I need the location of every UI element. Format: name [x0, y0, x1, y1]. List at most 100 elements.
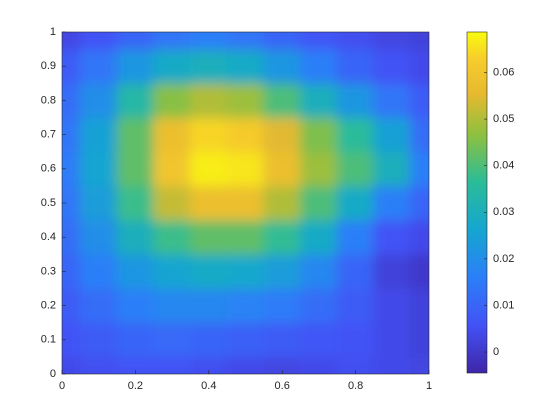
- heat-cell: [116, 117, 155, 153]
- heat-cell: [336, 219, 375, 255]
- heat-cell: [263, 288, 302, 324]
- heat-cell: [116, 32, 155, 50]
- heat-cell: [336, 253, 375, 289]
- heat-cell: [336, 356, 375, 374]
- heat-cell: [116, 48, 155, 84]
- heat-cell: [410, 151, 429, 187]
- x-tick-label: 0.2: [128, 380, 143, 392]
- heat-cell: [62, 151, 81, 187]
- heat-cell: [116, 253, 155, 289]
- colorbar-tick-label: 0.05: [493, 113, 514, 125]
- heat-cell: [300, 185, 338, 221]
- x-tick-label: 0.6: [275, 380, 290, 392]
- heat-cell: [189, 322, 228, 358]
- heat-cell: [263, 32, 302, 50]
- y-tick-label: 0.1: [41, 334, 56, 346]
- heat-cell: [62, 82, 81, 118]
- heat-cell: [263, 219, 302, 255]
- heat-cell: [226, 117, 265, 153]
- heat-cell: [79, 356, 118, 374]
- heat-cell: [62, 356, 81, 374]
- heat-cell: [373, 32, 412, 50]
- heat-cell: [153, 117, 191, 153]
- heat-cell: [153, 151, 191, 187]
- heat-cell: [153, 253, 191, 289]
- heat-cell: [373, 288, 412, 324]
- y-tick-label: 0.3: [41, 265, 56, 277]
- heat-cell: [410, 219, 429, 255]
- colorbar-tick-label: 0.02: [493, 253, 514, 265]
- heat-cell: [300, 219, 338, 255]
- heat-cell: [373, 151, 412, 187]
- x-tick-label: 0.8: [348, 380, 363, 392]
- heat-cell: [410, 185, 429, 221]
- heat-cell: [62, 219, 81, 255]
- heat-cell: [226, 48, 265, 84]
- heatmap: [62, 32, 429, 374]
- heat-cell: [189, 117, 228, 153]
- heat-cell: [189, 288, 228, 324]
- heat-cell: [153, 322, 191, 358]
- heat-cell: [189, 32, 228, 50]
- heat-cell: [300, 32, 338, 50]
- y-tick-label: 1: [50, 26, 56, 38]
- heat-cell: [263, 48, 302, 84]
- colorbar-tick-label: 0.04: [493, 160, 514, 172]
- heat-cell: [189, 151, 228, 187]
- heat-cell: [410, 253, 429, 289]
- heat-cell: [300, 253, 338, 289]
- heat-cell: [79, 253, 118, 289]
- heat-cell: [116, 219, 155, 255]
- x-tick-label: 0.4: [201, 380, 216, 392]
- heat-cell: [62, 32, 81, 50]
- heat-cell: [300, 151, 338, 187]
- heat-cell: [226, 82, 265, 118]
- heat-cell: [226, 185, 265, 221]
- heat-cell: [300, 48, 338, 84]
- heat-cell: [336, 117, 375, 153]
- heat-cell: [153, 48, 191, 84]
- heat-cell: [79, 117, 118, 153]
- heat-cell: [226, 322, 265, 358]
- y-tick-label: 0.2: [41, 300, 56, 312]
- heat-cell: [62, 253, 81, 289]
- heat-cell: [226, 219, 265, 255]
- y-tick-label: 0: [50, 368, 56, 380]
- heat-cell: [410, 288, 429, 324]
- heat-cell: [336, 151, 375, 187]
- y-tick-label: 0.8: [41, 94, 56, 106]
- heat-cell: [373, 253, 412, 289]
- heat-cell: [79, 48, 118, 84]
- heat-cell: [116, 288, 155, 324]
- heat-cell: [226, 253, 265, 289]
- heat-cell: [79, 219, 118, 255]
- heat-cell: [300, 322, 338, 358]
- heat-cell: [79, 32, 118, 50]
- heat-cell: [79, 82, 118, 118]
- heat-cell: [300, 82, 338, 118]
- heat-cell: [263, 356, 302, 374]
- y-tick-label: 0.6: [41, 163, 56, 175]
- heat-cell: [373, 48, 412, 84]
- heat-cell: [226, 151, 265, 187]
- heat-cell: [410, 32, 429, 50]
- heat-cell: [373, 82, 412, 118]
- heat-cell: [189, 82, 228, 118]
- heat-cell: [226, 356, 265, 374]
- heat-cell: [300, 356, 338, 374]
- heat-cell: [153, 219, 191, 255]
- heat-cell: [62, 117, 81, 153]
- heat-cell: [410, 82, 429, 118]
- heat-cell: [79, 322, 118, 358]
- heat-cell: [79, 288, 118, 324]
- heat-cell: [116, 322, 155, 358]
- y-tick-label: 0.9: [41, 60, 56, 72]
- colorbar-tick-label: 0.03: [493, 206, 514, 218]
- heat-cell: [62, 288, 81, 324]
- heat-cell: [300, 288, 338, 324]
- colorbar: [466, 31, 488, 374]
- heat-cell: [153, 32, 191, 50]
- heat-cell: [189, 253, 228, 289]
- heat-cell: [263, 185, 302, 221]
